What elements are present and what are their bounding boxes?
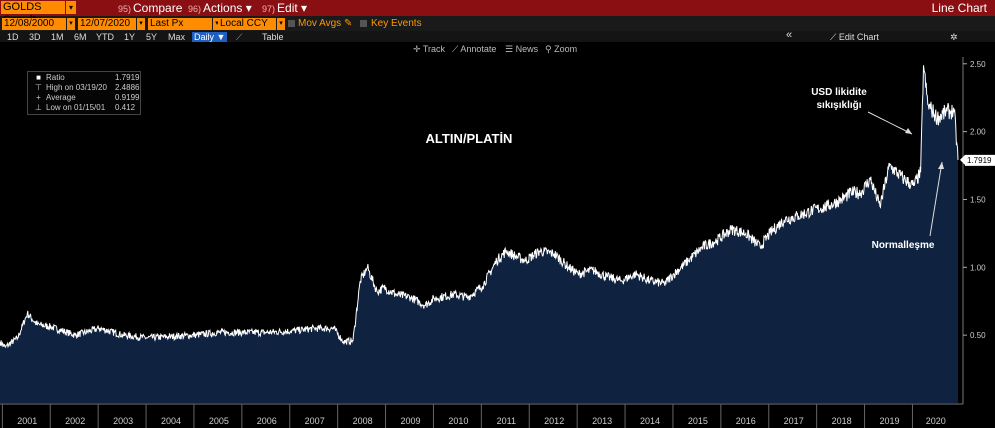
annotation-arrow	[929, 161, 943, 237]
y-tick-label: 2.50	[970, 60, 986, 69]
end-date-dropdown-icon[interactable]: ▾	[137, 18, 145, 30]
start-date-dropdown-icon[interactable]: ▾	[67, 18, 75, 30]
range-1y[interactable]: 1Y	[124, 32, 136, 42]
range-5y[interactable]: 5Y	[146, 32, 158, 42]
low-marker-icon: ⊥	[35, 103, 42, 112]
legend-box: ■ Ratio 1.7919 ⊤ High on 03/19/20 2.4886…	[27, 71, 141, 115]
key-events-checkbox[interactable]	[360, 20, 367, 27]
x-tick-label: 2010	[448, 416, 468, 426]
actions-button[interactable]: 96) Actions ▾	[188, 1, 252, 15]
range-max[interactable]: Max	[168, 32, 186, 42]
annotation-usd-liquidity: USD likidite	[811, 87, 867, 98]
range-3d[interactable]: 3D	[29, 32, 41, 42]
x-tick-label: 2012	[544, 416, 564, 426]
y-tick-label: 1.50	[970, 195, 986, 204]
annotation-normalization: Normalleşme	[872, 240, 935, 251]
collapse-icon[interactable]: «	[786, 29, 793, 41]
table-button[interactable]: Table	[262, 32, 284, 42]
legend-row-ratio: ■ Ratio 1.7919	[32, 73, 139, 83]
legend-row-average: + Average 0.9199	[32, 93, 139, 103]
x-tick-label: 2007	[305, 416, 325, 426]
edit-chart-button[interactable]: ⟋ Edit Chart	[830, 32, 879, 42]
compare-button[interactable]: 95) Compare	[118, 1, 183, 15]
ratio-series-line[interactable]	[0, 65, 959, 349]
ticker-dropdown-icon[interactable]: ▾	[66, 1, 76, 14]
x-tick-label: 2002	[65, 416, 85, 426]
x-tick-label: 2009	[400, 416, 420, 426]
mov-avgs-label[interactable]: Mov Avgs	[298, 18, 342, 29]
x-tick-label: 2017	[784, 416, 804, 426]
x-tick-label: 2018	[832, 416, 852, 426]
y-tick-label: 1.00	[970, 263, 986, 272]
key-events-label[interactable]: Key Events	[371, 18, 422, 29]
x-tick-label: 2019	[879, 416, 899, 426]
legend-row-high: ⊤ High on 03/19/20 2.4886	[35, 83, 140, 92]
pencil-icon[interactable]: ✎	[344, 18, 353, 29]
x-tick-label: 2011	[497, 416, 516, 426]
x-tick-label: 2020	[926, 416, 946, 426]
annotation-usd-liquidity: sıkışıklığı	[816, 100, 861, 111]
x-tick-label: 2013	[592, 416, 612, 426]
news-tool[interactable]: ☰ News	[505, 44, 539, 54]
x-tick-label: 2014	[640, 416, 660, 426]
x-tick-label: 2015	[688, 416, 708, 426]
legend-row-low: ⊥ Low on 01/15/01 0.412	[35, 103, 136, 112]
end-date-field[interactable]: 12/07/2020	[78, 18, 136, 30]
chart-line-icon[interactable]: ⟋	[236, 32, 243, 42]
x-tick-label: 2016	[736, 416, 756, 426]
last-value-pointer	[960, 154, 965, 165]
average-marker-icon: +	[36, 93, 41, 102]
x-tick-label: 2006	[257, 416, 277, 426]
x-axis-band	[0, 404, 995, 428]
currency-select[interactable]: Local CCY	[218, 18, 276, 30]
x-tick-label: 2008	[353, 416, 373, 426]
legend-swatch-icon: ■	[36, 73, 41, 82]
range-1m[interactable]: 1M	[51, 32, 64, 42]
command-bar	[0, 0, 995, 16]
range-1d[interactable]: 1D	[7, 32, 19, 42]
price-field-select[interactable]: Last Px	[148, 18, 212, 30]
annotation-arrow	[867, 111, 913, 135]
chart-type-title: Line Chart	[931, 1, 987, 15]
area-fill	[0, 65, 958, 404]
high-marker-icon: ⊤	[35, 83, 42, 92]
frequency-select[interactable]: Daily ▼	[192, 32, 228, 42]
gear-icon[interactable]: ✲	[950, 32, 958, 42]
start-date-field[interactable]: 12/08/2000	[2, 18, 66, 30]
track-tool[interactable]: ✛ Track	[413, 44, 446, 54]
x-tick-label: 2004	[161, 416, 181, 426]
mov-avgs-checkbox[interactable]	[288, 20, 295, 27]
range-6m[interactable]: 6M	[74, 32, 87, 42]
price-dropdown-icon[interactable]: ▾	[213, 18, 221, 30]
x-tick-label: 2005	[209, 416, 229, 426]
range-ytd[interactable]: YTD	[96, 32, 114, 42]
range-bar	[0, 31, 995, 42]
annotation-arrowhead	[938, 162, 944, 169]
last-value-label: 1.7919	[967, 156, 992, 165]
annotate-tool[interactable]: ⟋ Annotate	[452, 44, 497, 54]
annotation-arrowhead	[905, 128, 912, 134]
zoom-tool[interactable]: ⚲ Zoom	[545, 44, 578, 54]
y-tick-label: 2.00	[970, 128, 986, 137]
x-tick-label: 2003	[113, 416, 133, 426]
last-value-box	[965, 154, 995, 166]
currency-dropdown-icon[interactable]: ▾	[277, 18, 285, 30]
tools-bar	[0, 42, 995, 56]
chart-title: ALTIN/PLATİN	[426, 131, 513, 146]
edit-button[interactable]: 97) Edit ▾	[262, 1, 308, 15]
x-tick-label: 2001	[17, 416, 37, 426]
y-tick-label: 0.50	[970, 331, 986, 340]
